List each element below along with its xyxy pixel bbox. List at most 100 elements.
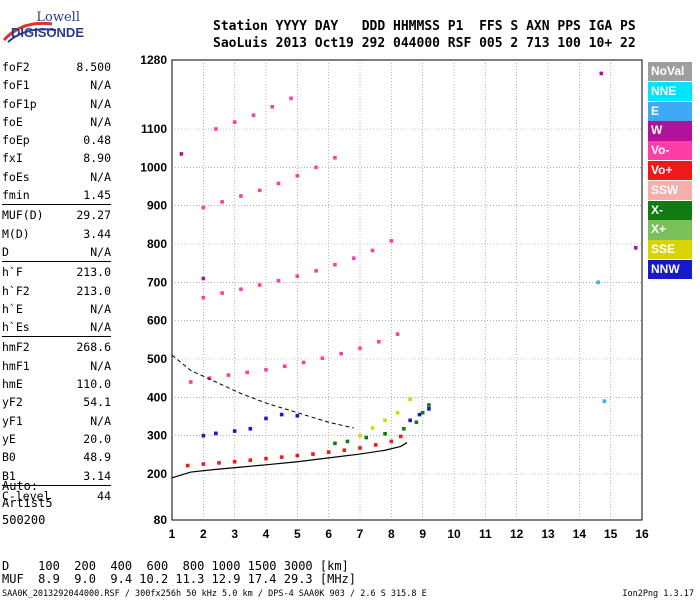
data-point xyxy=(279,412,284,417)
data-point xyxy=(320,356,325,361)
param-value: 29.27 xyxy=(76,208,111,223)
data-point xyxy=(358,446,362,450)
data-point xyxy=(257,188,262,193)
data-point xyxy=(370,426,375,430)
muf-distance-table: D 100 200 400 600 800 1000 1500 3000 [km… xyxy=(2,560,356,586)
legend-entry: SSE xyxy=(648,240,692,260)
data-point xyxy=(383,431,387,436)
scaled-parameters-panel: foF2 8.500 foF1 N/A foF1p N/A foE N/A foEp 0.48 fx… xyxy=(2,58,111,505)
data-point xyxy=(633,246,638,250)
param-label: foEs xyxy=(2,169,30,184)
param-row: h`F 213.0 xyxy=(2,263,111,281)
header-line-values: SaoLuis 2013 Oct19 292 044000 RSF 005 2 … xyxy=(213,36,636,51)
x-tick-label: 15 xyxy=(604,527,618,541)
data-point xyxy=(408,418,412,423)
y-tick-label: 1000 xyxy=(140,160,167,174)
auto-algorithm: Artist5 xyxy=(2,496,53,510)
param-value: 0.48 xyxy=(83,133,111,148)
data-point xyxy=(201,433,206,438)
data-point xyxy=(427,403,431,407)
legend-entry: SSW xyxy=(648,180,692,201)
data-point xyxy=(270,104,275,109)
param-row: yE 20.0 xyxy=(2,430,111,448)
param-value: 44 xyxy=(97,488,111,503)
y-tick-label: 1280 xyxy=(140,53,167,67)
param-row: MUF(D) 29.27 xyxy=(2,206,111,224)
param-label: M(D) xyxy=(2,226,30,241)
legend-entry: W xyxy=(648,121,692,141)
x-tick-label: 3 xyxy=(231,527,238,541)
data-point xyxy=(232,120,237,124)
param-value: 110.0 xyxy=(76,377,111,392)
param-separator xyxy=(2,484,111,486)
muf-row: MUF 8.9 9.0 9.4 10.2 11.3 12.9 17.4 29.3… xyxy=(2,572,357,586)
logo-text-lowell: Lowell xyxy=(36,10,80,25)
data-point xyxy=(326,450,331,454)
data-point xyxy=(276,279,281,283)
param-value: 54.1 xyxy=(83,395,111,410)
data-point xyxy=(351,256,356,260)
param-row: h`Es N/A xyxy=(2,318,111,336)
data-point xyxy=(373,443,378,447)
data-point xyxy=(377,339,381,344)
data-point xyxy=(395,332,400,336)
param-label: hmF1 xyxy=(2,358,30,373)
data-point xyxy=(226,373,231,377)
data-point xyxy=(333,262,337,267)
data-point xyxy=(295,173,300,178)
data-point xyxy=(283,364,287,369)
param-row: yF2 54.1 xyxy=(2,393,111,411)
data-point xyxy=(339,351,343,356)
data-point xyxy=(201,205,206,210)
param-value: 8.90 xyxy=(83,151,111,166)
data-point xyxy=(264,456,268,461)
x-tick-label: 10 xyxy=(447,527,461,541)
data-point xyxy=(342,448,347,453)
data-point xyxy=(383,418,387,423)
legend-entry: E xyxy=(648,101,692,121)
data-point xyxy=(301,360,306,365)
param-row: hmF1 N/A xyxy=(2,357,111,375)
data-point xyxy=(427,407,431,411)
data-point xyxy=(220,291,224,295)
param-label: h`F xyxy=(2,265,23,280)
y-tick-label: 400 xyxy=(147,390,167,404)
data-point xyxy=(201,462,206,466)
param-value: N/A xyxy=(90,114,111,129)
data-point xyxy=(214,127,218,131)
data-point xyxy=(345,439,350,444)
footer-version: Ion2Png 1.3.17 xyxy=(622,589,694,599)
data-point xyxy=(333,441,337,446)
legend-entry: Vo- xyxy=(648,141,692,161)
legend-entry: NNW xyxy=(648,259,692,280)
y-tick-label: 300 xyxy=(147,429,167,443)
footer-file-info: SAA0K_2013292044000.RSF / 300fx256h 50 k… xyxy=(2,589,427,599)
data-point xyxy=(214,431,218,436)
data-point xyxy=(358,346,362,351)
data-point xyxy=(358,433,362,438)
data-point xyxy=(217,461,221,465)
data-point xyxy=(389,439,394,444)
param-label: hmF2 xyxy=(2,340,30,355)
param-label: h`F2 xyxy=(2,283,30,298)
legend-entry: NNE xyxy=(648,81,692,102)
data-point xyxy=(264,416,268,421)
profile-curve xyxy=(171,442,408,479)
param-row: foF1p N/A xyxy=(2,95,111,113)
y-tick-label: 700 xyxy=(147,275,167,289)
x-tick-label: 14 xyxy=(573,527,587,541)
param-row: hmE 110.0 xyxy=(2,375,111,393)
param-label: h`Es xyxy=(2,320,30,335)
param-label: fmin xyxy=(2,188,30,203)
param-label: C-level xyxy=(2,488,51,503)
param-label: foE xyxy=(2,114,23,129)
data-point xyxy=(232,459,237,464)
lowell-digisonde-logo: Lowell DIGISONDE xyxy=(2,8,90,44)
param-value: 213.0 xyxy=(76,265,111,280)
param-row: B0 48.9 xyxy=(2,448,111,466)
legend-entry: X- xyxy=(648,200,692,220)
param-value: 1.45 xyxy=(83,188,111,203)
plot-frame xyxy=(171,59,643,521)
data-point xyxy=(239,194,243,198)
data-point xyxy=(201,295,206,300)
